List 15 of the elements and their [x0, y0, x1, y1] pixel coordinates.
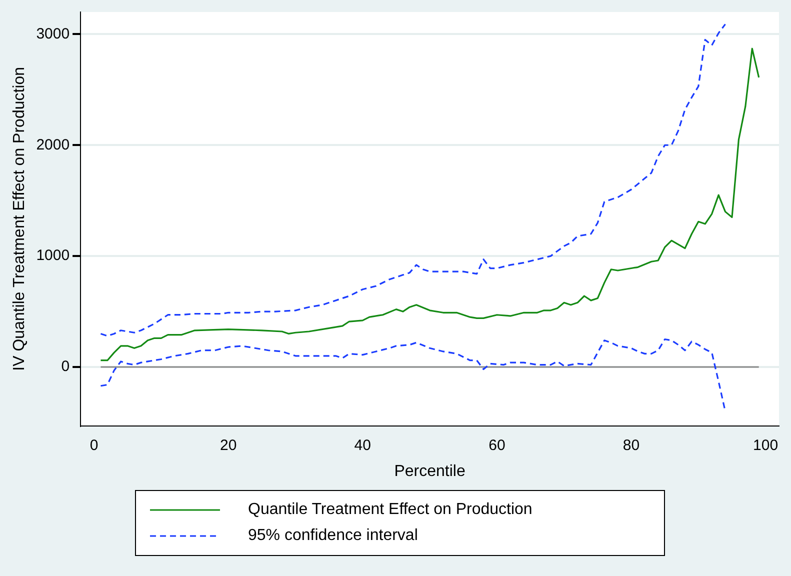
x-axis-title: Percentile	[394, 462, 466, 480]
legend-label: 95% confidence interval	[248, 527, 418, 545]
x-tick-label: 100	[753, 436, 778, 454]
x-tick-label: 80	[622, 436, 640, 454]
line-series	[100, 23, 726, 337]
y-tick-label: 0	[61, 358, 70, 376]
y-tick-label: 1000	[36, 247, 70, 264]
y-tick-label: 3000	[36, 25, 70, 42]
x-tick-label: 0	[90, 436, 98, 454]
x-tick-label: 60	[488, 436, 506, 454]
y-tick-label: 2000	[36, 136, 70, 154]
x-tick-label: 20	[220, 436, 237, 454]
x-tick-label: 40	[354, 436, 371, 454]
legend-label: Quantile Treatment Effect on Production	[248, 501, 532, 519]
y-axis-title: IV Quantile Treatment Effect on Production	[11, 66, 28, 371]
